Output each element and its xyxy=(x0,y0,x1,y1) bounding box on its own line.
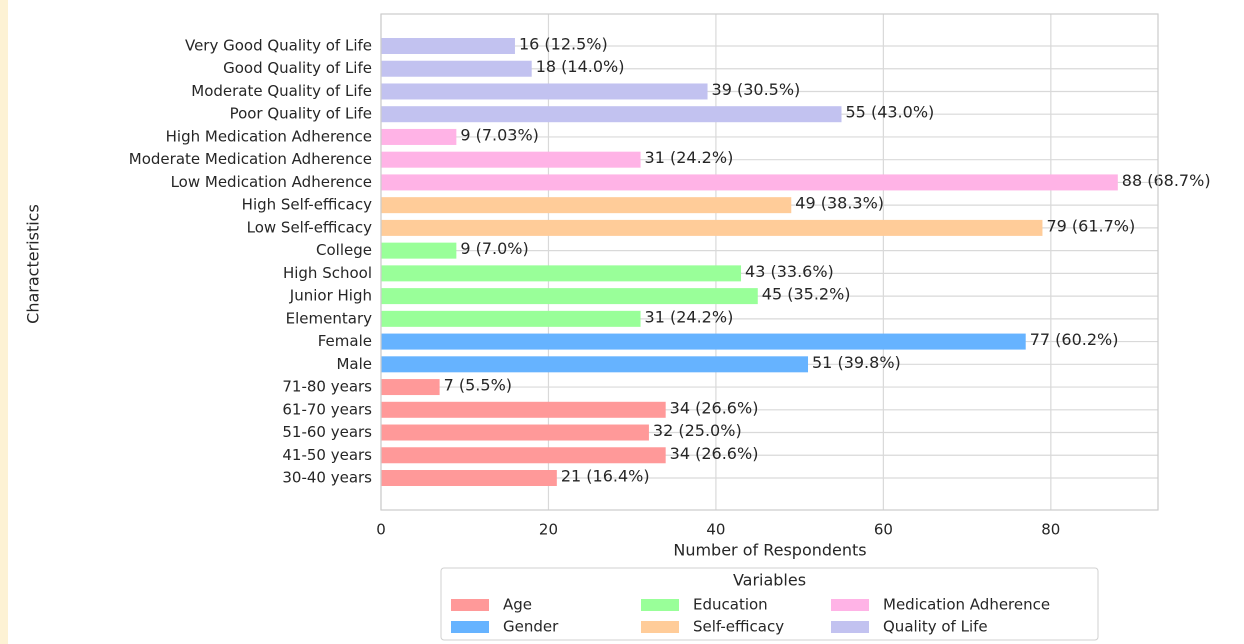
legend-swatch xyxy=(831,599,869,611)
bar xyxy=(381,447,666,464)
chart: Number of Respondents Characteristics 0 2… xyxy=(24,13,1211,641)
bar xyxy=(381,379,440,396)
bar xyxy=(381,219,1043,236)
y-tick-label: 51-60 years xyxy=(282,423,372,441)
bar xyxy=(381,174,1118,191)
x-tick-label: 40 xyxy=(706,521,725,539)
y-tick-label: Good Quality of Life xyxy=(223,59,372,77)
value-label: 18 (14.0%) xyxy=(536,57,625,76)
value-label: 31 (24.2%) xyxy=(645,307,734,326)
bar xyxy=(381,151,641,168)
value-label: 88 (68.7%) xyxy=(1122,171,1211,190)
bar xyxy=(381,310,641,327)
y-tick-label: 41-50 years xyxy=(282,446,372,464)
bar xyxy=(381,265,742,282)
legend-label: Quality of Life xyxy=(883,618,988,636)
value-label: 16 (12.5%) xyxy=(519,35,608,54)
bar xyxy=(381,83,708,100)
value-label: 45 (35.2%) xyxy=(762,285,851,304)
value-label: 32 (25.0%) xyxy=(653,421,742,440)
bar xyxy=(381,128,457,145)
x-axis-label: Number of Respondents xyxy=(673,541,866,560)
value-label: 9 (7.03%) xyxy=(460,125,539,144)
value-label: 9 (7.0%) xyxy=(460,239,528,258)
x-tick-label: 0 xyxy=(376,521,386,539)
y-tick-label: Very Good Quality of Life xyxy=(185,37,372,55)
value-label: 34 (26.6%) xyxy=(670,398,759,417)
y-tick-label: Poor Quality of Life xyxy=(230,105,372,123)
bar xyxy=(381,288,758,305)
page: Number of Respondents Characteristics 0 2… xyxy=(8,0,1244,644)
y-tick-label: 71-80 years xyxy=(282,378,372,396)
y-tick-label: Female xyxy=(318,332,372,350)
value-label: 49 (38.3%) xyxy=(795,194,884,213)
y-axis-label: Characteristics xyxy=(24,204,43,324)
legend-label: Gender xyxy=(503,618,559,636)
legend-box xyxy=(440,567,1099,641)
bar xyxy=(381,106,842,123)
value-label: 31 (24.2%) xyxy=(645,148,734,167)
bar xyxy=(381,333,1026,350)
y-tick-label: Low Medication Adherence xyxy=(171,173,372,191)
value-label: 55 (43.0%) xyxy=(846,103,935,122)
value-label: 43 (33.6%) xyxy=(745,262,834,281)
bar xyxy=(381,60,532,77)
value-label: 79 (61.7%) xyxy=(1046,216,1135,235)
legend-label: Medication Adherence xyxy=(883,596,1050,614)
plot-frame xyxy=(380,13,1159,511)
value-label: 51 (39.8%) xyxy=(812,353,901,372)
x-tick-label: 80 xyxy=(1041,521,1060,539)
y-tick-label: Moderate Quality of Life xyxy=(191,82,372,100)
y-tick-label: High Medication Adherence xyxy=(166,127,372,145)
legend-swatch xyxy=(451,599,489,611)
bar xyxy=(381,356,809,373)
legend-label: Education xyxy=(693,596,768,614)
x-tick-label: 60 xyxy=(874,521,893,539)
legend-label: Age xyxy=(503,596,532,614)
legend-swatch xyxy=(641,621,679,633)
bar xyxy=(381,470,557,486)
y-tick-label: High Self-efficacy xyxy=(242,196,372,214)
value-label: 77 (60.2%) xyxy=(1030,330,1119,349)
value-label: 21 (16.4%) xyxy=(561,467,650,486)
legend-swatch xyxy=(831,621,869,633)
y-tick-label: Elementary xyxy=(286,309,372,327)
x-tick-label: 20 xyxy=(539,521,558,539)
bar xyxy=(381,424,649,441)
legend-label: Self-efficacy xyxy=(693,618,784,636)
legend-swatch xyxy=(641,599,679,611)
y-tick-label: 30-40 years xyxy=(282,469,372,487)
y-tick-label: Moderate Medication Adherence xyxy=(129,150,372,168)
bar xyxy=(381,38,515,54)
value-label: 7 (5.5%) xyxy=(444,376,512,395)
y-tick-label: 61-70 years xyxy=(282,400,372,418)
bar xyxy=(381,197,792,214)
bar xyxy=(381,401,666,418)
legend-swatch xyxy=(451,621,489,633)
y-tick-label: Junior High xyxy=(289,287,372,305)
y-tick-label: High School xyxy=(283,264,372,282)
y-tick-label: College xyxy=(316,241,372,259)
y-tick-label: Low Self-efficacy xyxy=(247,218,373,236)
y-tick-label: Male xyxy=(336,355,372,373)
bar xyxy=(381,242,457,259)
value-label: 39 (30.5%) xyxy=(712,80,801,99)
value-label: 34 (26.6%) xyxy=(670,444,759,463)
legend-title: Variables xyxy=(733,571,806,590)
